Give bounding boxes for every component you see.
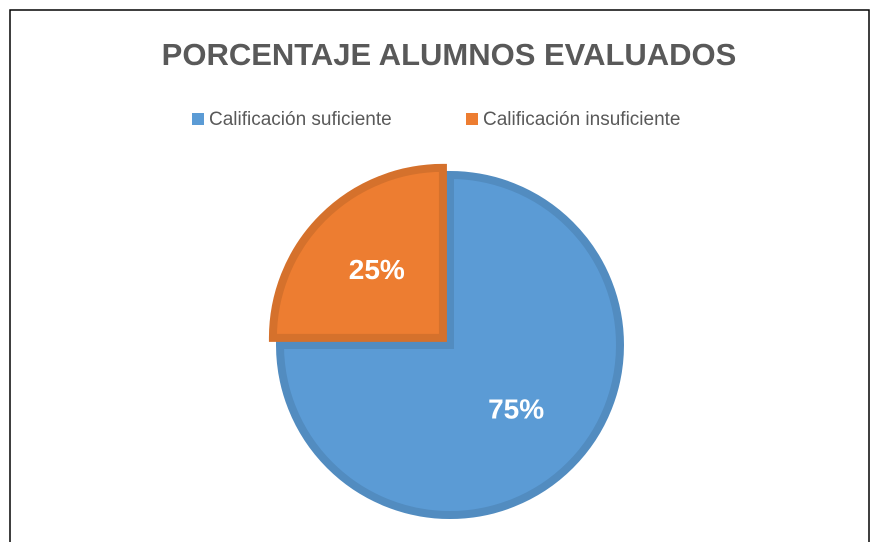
legend-label: Calificación insuficiente [483, 109, 681, 130]
legend-swatch [466, 113, 478, 125]
pie-slice [268, 163, 447, 342]
chart-title: PORCENTAJE ALUMNOS EVALUADOS [162, 37, 737, 72]
data-label: 75% [488, 394, 544, 425]
pie-slice [275, 170, 624, 519]
legend-label: Calificación suficiente [209, 109, 392, 130]
data-label: 25% [349, 254, 405, 285]
legend-swatch [192, 113, 204, 125]
